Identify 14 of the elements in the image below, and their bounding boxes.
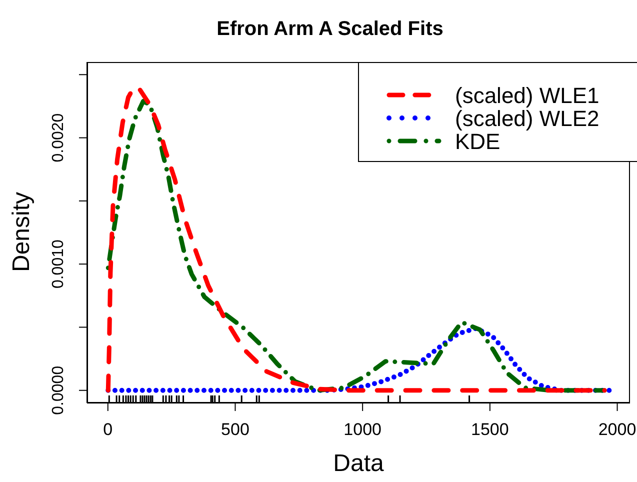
legend-label: KDE [455, 129, 500, 154]
x-tick-label: 2000 [598, 420, 636, 439]
x-tick-label: 1000 [344, 420, 382, 439]
legend-label: (scaled) WLE2 [455, 106, 600, 131]
x-tick-label: 1500 [471, 420, 509, 439]
y-tick-label: 0.0010 [50, 240, 67, 289]
y-axis-title: Density [8, 192, 36, 272]
x-tick-label: 500 [221, 420, 250, 439]
legend-label: (scaled) WLE1 [455, 83, 600, 108]
chart-title: Efron Arm A Scaled Fits [216, 18, 444, 41]
y-tick-label: 0.0000 [50, 366, 67, 415]
x-axis-title: Data [332, 450, 385, 478]
x-tick-label: 0 [103, 420, 113, 439]
y-tick-label: 0.0020 [50, 113, 67, 162]
